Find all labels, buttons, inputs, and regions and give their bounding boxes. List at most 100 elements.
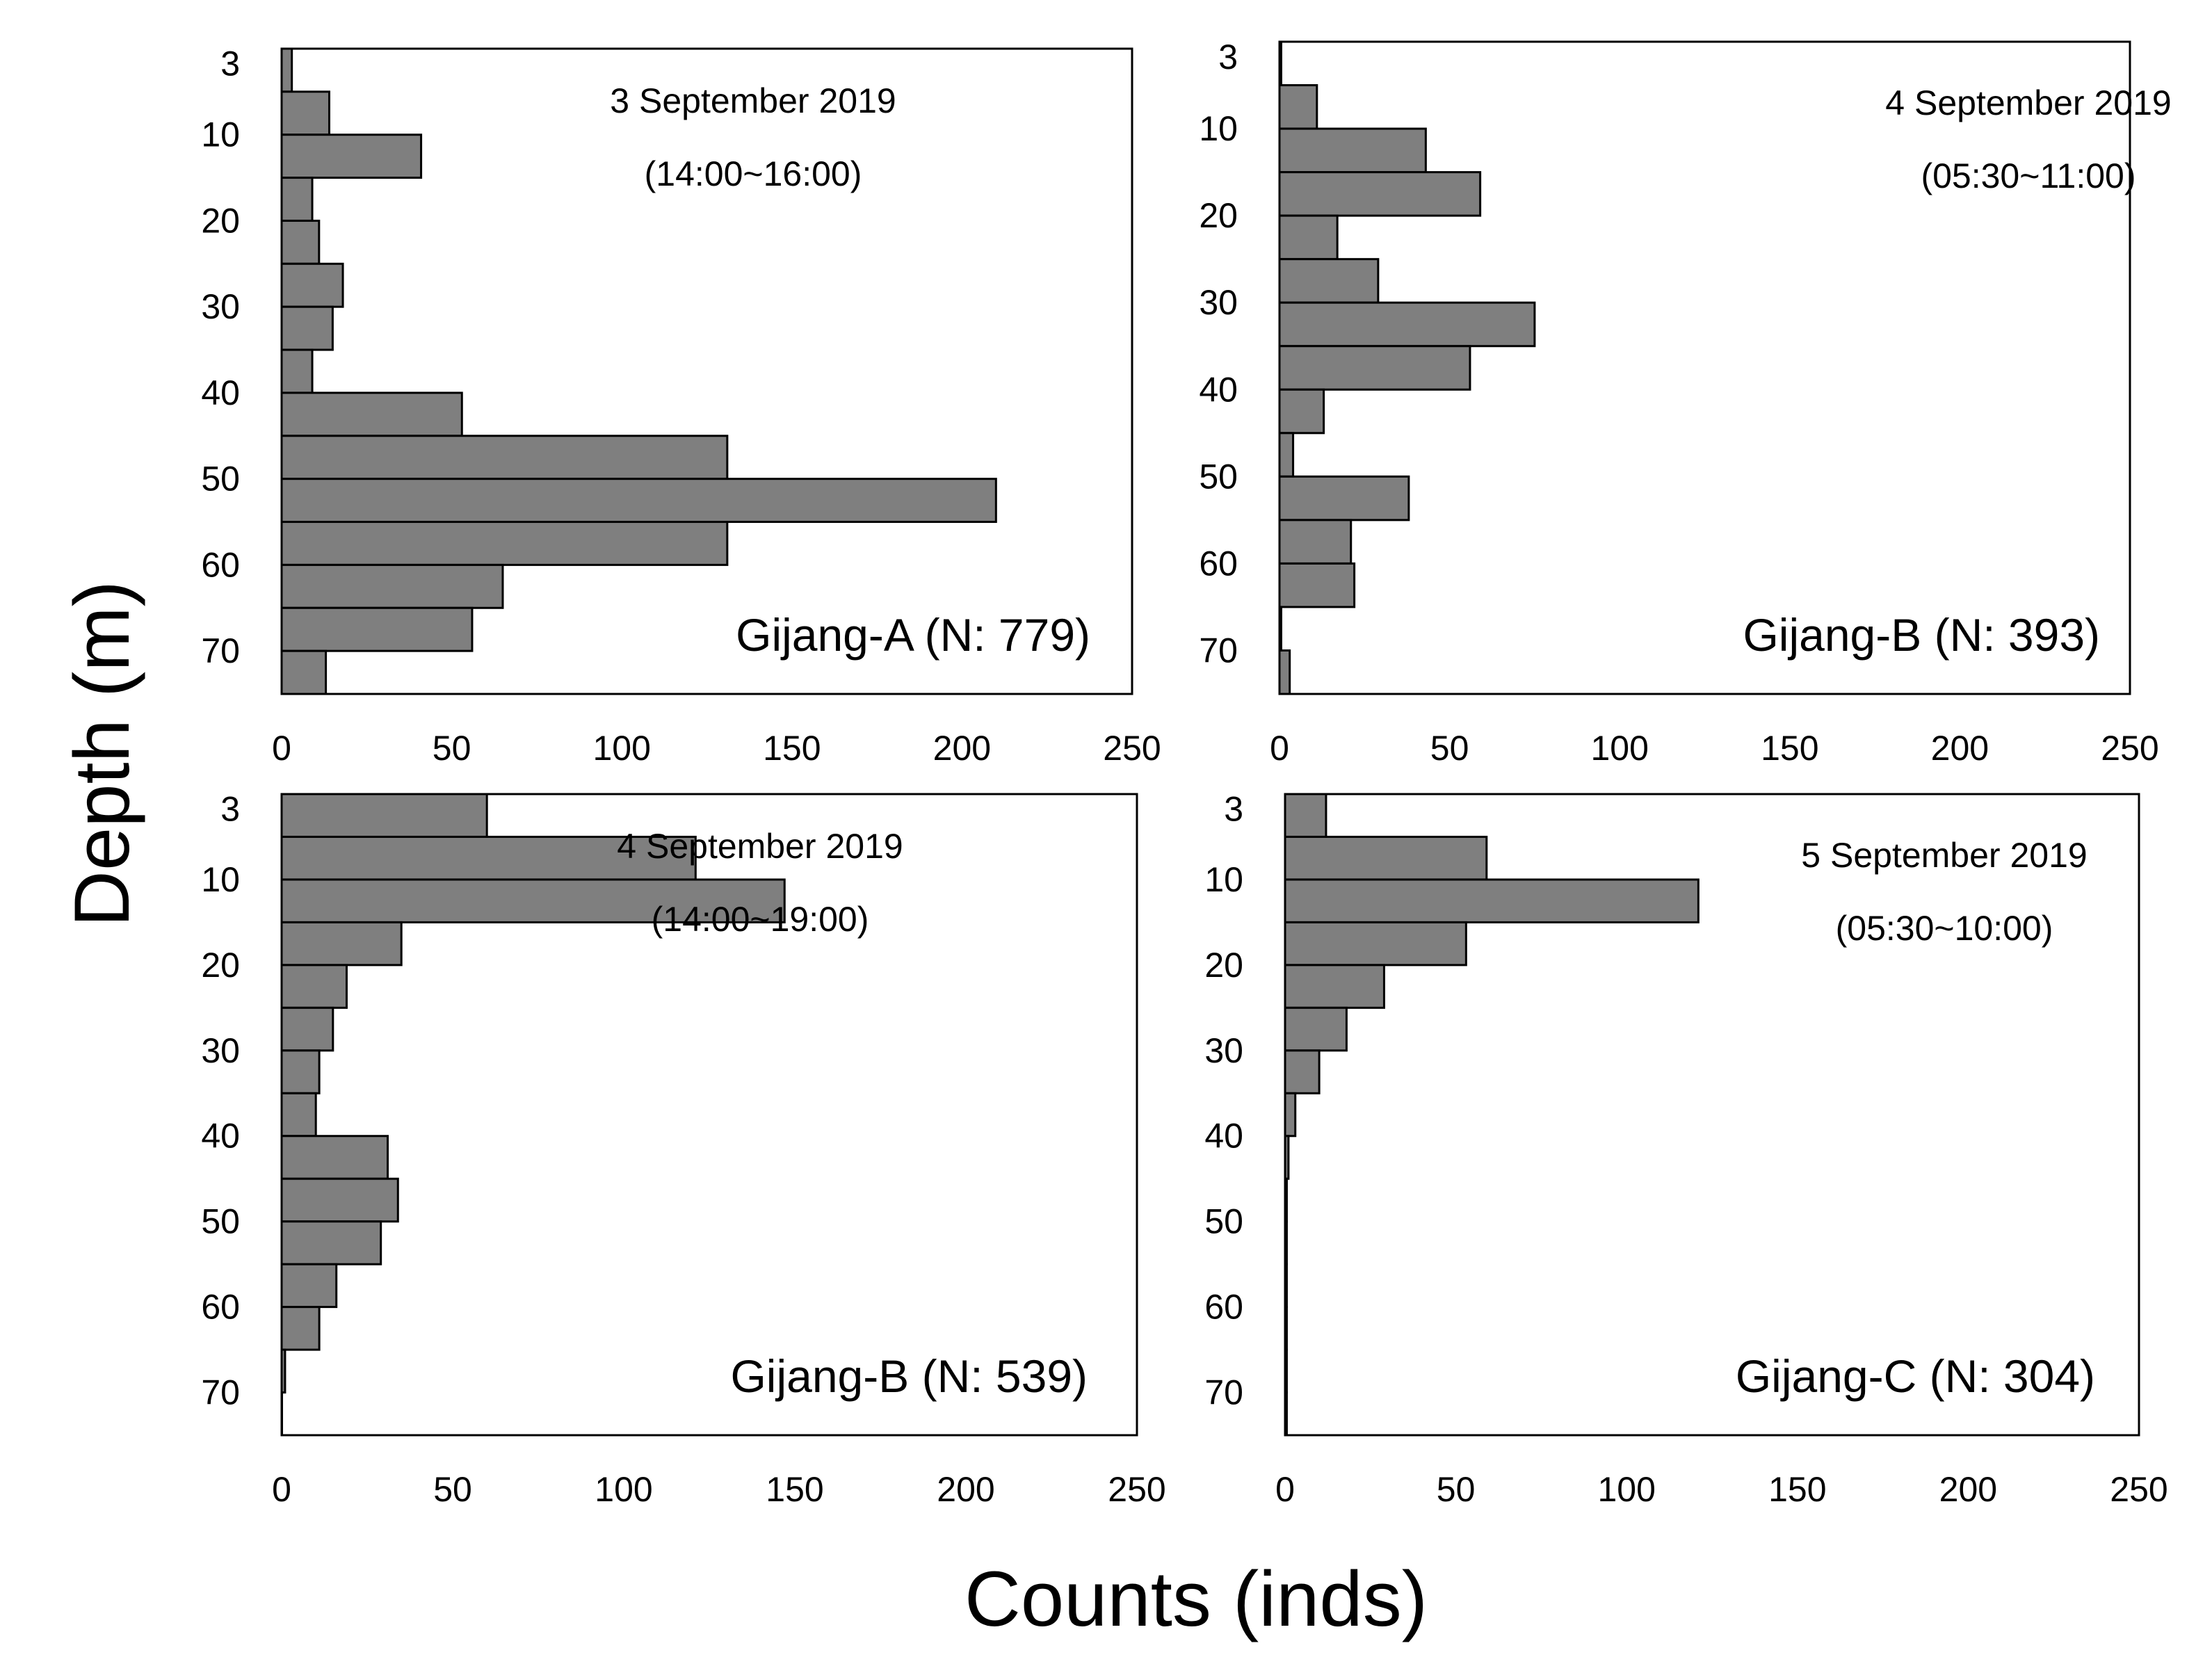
x-tick-label: 150 — [763, 729, 821, 768]
y-tick-label: 20 — [1204, 946, 1243, 985]
site-label: Gijang-A (N: 779) — [736, 609, 1090, 661]
y-tick-label: 60 — [201, 545, 240, 584]
time-annotation: (05:30~11:00) — [1921, 156, 2136, 195]
bar-depth-30-35 — [280, 1049, 321, 1094]
date-annotation: 3 September 2019 — [610, 81, 896, 120]
time-annotation: (05:30~10:00) — [1836, 909, 2053, 948]
x-tick-label: 200 — [1931, 729, 1989, 768]
y-tick-label: 30 — [1199, 283, 1238, 322]
site-label: Gijang-B (N: 393) — [1743, 609, 2100, 661]
y-tick-label: 30 — [201, 1031, 240, 1070]
y-tick-label: 40 — [201, 373, 240, 412]
bar-depth-0-5 — [1284, 793, 1327, 838]
x-tick-label: 200 — [933, 729, 991, 768]
y-tick-label: 3 — [220, 45, 240, 83]
x-tick-label: 100 — [595, 1470, 652, 1509]
y-axis-title: Depth (m) — [58, 581, 145, 927]
x-tick-label: 0 — [272, 729, 291, 768]
histogram-panel-4: 3 10 20 30 40 50 60 70 0 50 100 150 200 250 5 Septembe… — [1204, 790, 2167, 1509]
bar-depth-15-20 — [280, 921, 403, 967]
y-tick-label: 10 — [201, 115, 240, 154]
time-annotation: (14:00~16:00) — [645, 154, 862, 193]
bar-depth-5-10 — [280, 90, 330, 136]
bar-depth-60-65 — [1278, 562, 1356, 608]
bar-depth-50-55 — [1278, 475, 1410, 522]
time-annotation: (14:00~19:00) — [652, 900, 869, 939]
x-tick-label: 100 — [592, 729, 650, 768]
bar-depth-10-15 — [280, 134, 423, 179]
bar-depth-0-5 — [280, 793, 488, 838]
y-tick-label: 60 — [201, 1288, 240, 1327]
bar-depth-45-50 — [1278, 432, 1295, 478]
y-tick-label: 50 — [201, 1202, 240, 1241]
y-tick-label: 50 — [1199, 457, 1238, 496]
bar-depth-30-35 — [1278, 301, 1536, 348]
histogram-panel-2: 3 10 20 30 40 50 60 70 0 50 100 150 200 250 4 Septembe… — [1199, 38, 2171, 768]
x-tick-label: 0 — [272, 1470, 291, 1509]
bar-depth-55-60 — [1278, 519, 1353, 565]
bar-depth-25-30 — [1278, 258, 1380, 304]
bar-depth-25-30 — [1284, 1006, 1348, 1052]
x-tick-label: 250 — [2101, 729, 2158, 768]
x-tick-label: 250 — [2110, 1470, 2167, 1509]
bar-depth-35-40 — [1278, 345, 1471, 391]
x-tick-label: 0 — [1275, 1470, 1295, 1509]
histogram-panel-3: 3 10 20 30 40 50 60 70 0 50 100 150 200 250 4 Septembe… — [201, 790, 1165, 1509]
bar-depth-35-40 — [280, 1092, 317, 1138]
bar-depth-60-65 — [280, 1306, 321, 1351]
plot-frame — [1284, 793, 2140, 1437]
x-tick-label: 250 — [1103, 729, 1161, 768]
y-tick-label: 3 — [1224, 790, 1243, 829]
bar-depth-65-70 — [280, 606, 474, 652]
bar-depth-55-60 — [280, 1263, 338, 1309]
bar-depth-50-55 — [280, 478, 997, 524]
bar-depth-30-35 — [280, 305, 334, 351]
date-annotation: 4 September 2019 — [617, 827, 903, 866]
x-tick-label: 100 — [1597, 1470, 1655, 1509]
y-tick-label: 10 — [201, 860, 240, 899]
x-tick-label: 50 — [433, 1470, 472, 1509]
bar-depth-0-5 — [280, 47, 293, 93]
bar-depth-20-25 — [280, 219, 321, 265]
y-tick-label: 40 — [1199, 370, 1238, 409]
y-tick-label: 70 — [201, 1373, 240, 1412]
bar-depth-60-65 — [280, 563, 504, 609]
bar-depth-45-50 — [280, 1177, 399, 1223]
bar-depth-15-20 — [1284, 921, 1467, 967]
y-tick-label: 70 — [201, 631, 240, 670]
bar-depth-40-45 — [280, 1135, 389, 1180]
bar-depth-5-10 — [1278, 84, 1318, 130]
x-axis-title: Counts (inds) — [964, 1555, 1428, 1642]
bar-depth-45-50 — [280, 435, 729, 480]
y-tick-label: 20 — [201, 946, 240, 985]
x-tick-label: 150 — [766, 1470, 823, 1509]
bar-depth-50-55 — [280, 1220, 382, 1266]
bar-depth-70-75 — [280, 649, 328, 695]
plot-frame — [280, 793, 1138, 1437]
x-tick-label: 200 — [1939, 1470, 1997, 1509]
bar-depth-10-15 — [1284, 878, 1700, 923]
y-tick-label: 3 — [220, 790, 240, 829]
x-tick-label: 150 — [1761, 729, 1818, 768]
bar-depth-5-10 — [1284, 835, 1488, 881]
date-annotation: 5 September 2019 — [1801, 836, 2087, 875]
y-tick-label: 50 — [201, 460, 240, 499]
site-label: Gijang-C (N: 304) — [1736, 1350, 2095, 1402]
site-label: Gijang-B (N: 539) — [730, 1350, 1088, 1402]
y-tick-label: 30 — [1204, 1031, 1243, 1070]
bar-depth-20-25 — [1278, 214, 1339, 261]
y-tick-label: 10 — [1204, 860, 1243, 899]
y-tick-label: 40 — [1204, 1117, 1243, 1156]
y-tick-label: 3 — [1218, 38, 1238, 76]
bar-depth-30-35 — [1284, 1049, 1321, 1094]
x-tick-label: 50 — [1430, 729, 1469, 768]
bar-depth-20-25 — [1284, 964, 1385, 1009]
x-tick-label: 150 — [1768, 1470, 1826, 1509]
histogram-panel-1: 3 10 20 30 40 50 60 70 0 50 100 150 200 250 3 Septembe… — [201, 45, 1161, 768]
bar-depth-15-20 — [1278, 171, 1482, 217]
bar-depth-15-20 — [280, 177, 314, 222]
y-tick-label: 20 — [201, 201, 240, 240]
x-tick-label: 250 — [1108, 1470, 1165, 1509]
x-tick-label: 100 — [1590, 729, 1648, 768]
